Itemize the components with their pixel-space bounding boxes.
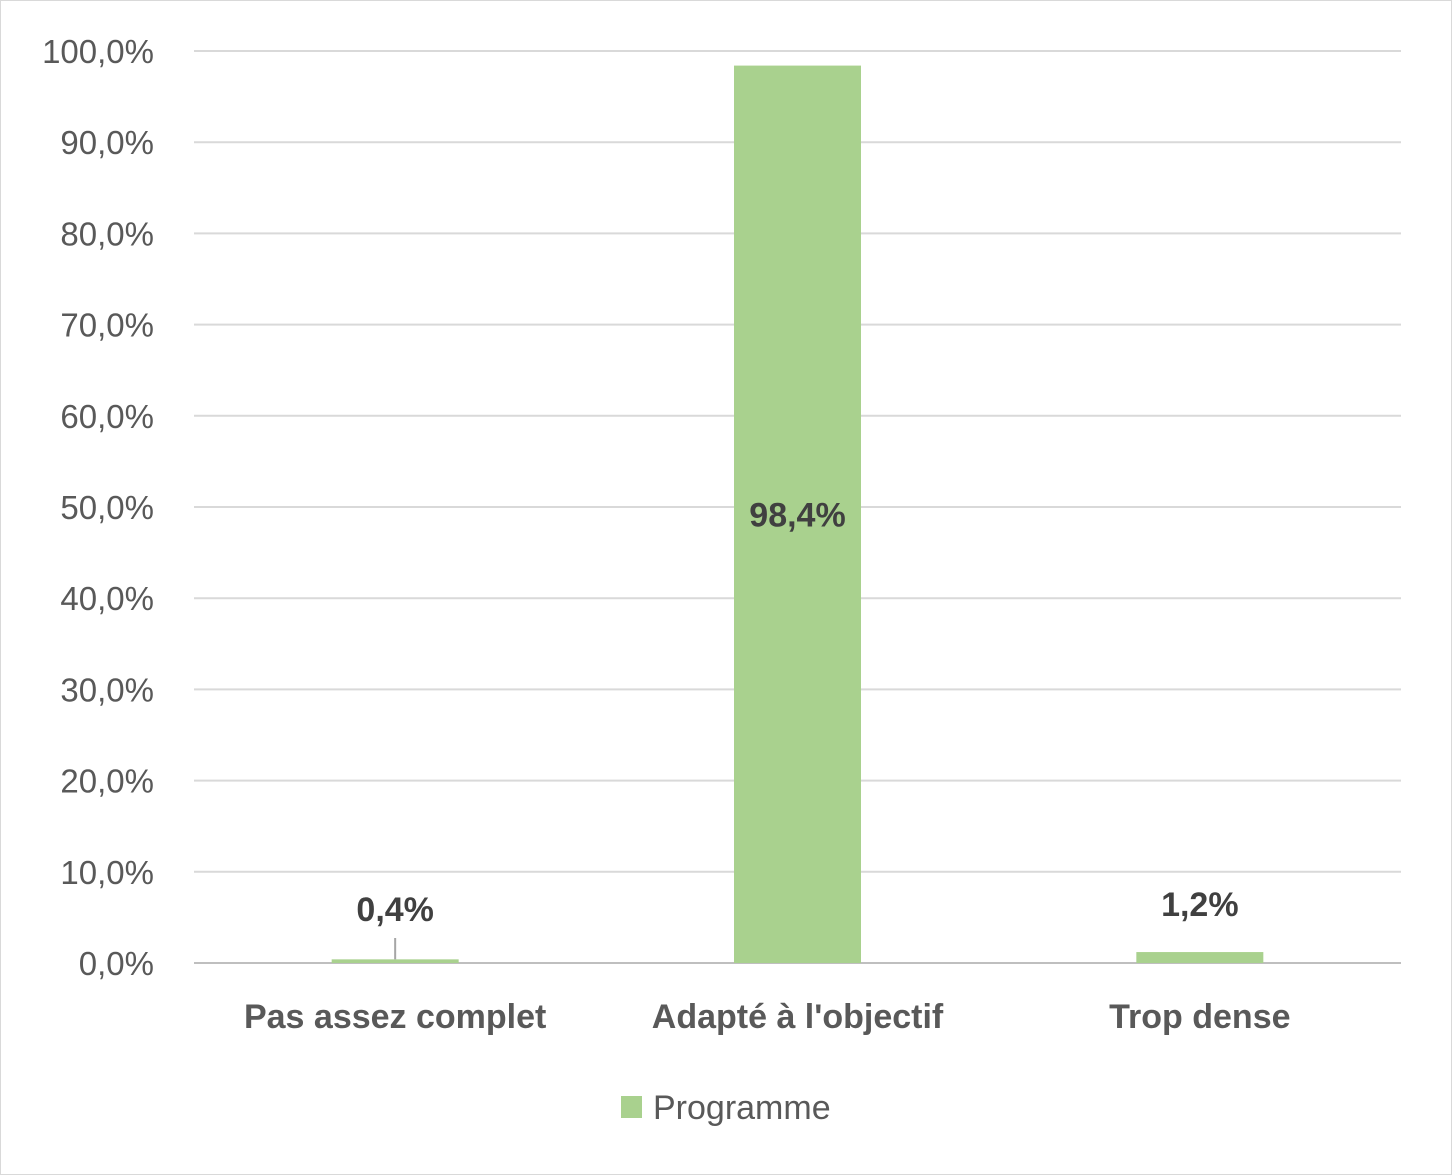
- y-tick-label: 60,0%: [60, 398, 154, 435]
- y-tick-label: 80,0%: [60, 215, 154, 252]
- y-tick-label: 10,0%: [60, 854, 154, 891]
- y-tick-label: 90,0%: [60, 124, 154, 161]
- y-tick-label: 100,0%: [42, 33, 154, 70]
- bar: [1136, 952, 1264, 963]
- y-tick-label: 50,0%: [60, 489, 154, 526]
- x-axis-labels: Pas assez complet Adapté à l'objectif Trop…: [244, 998, 1291, 1036]
- y-tick-label: 40,0%: [60, 580, 154, 617]
- bar: [734, 65, 861, 964]
- bar: [331, 959, 459, 963]
- legend-swatch: [621, 1096, 642, 1118]
- y-tick-label: 0,0%: [79, 945, 154, 982]
- x-category-label: Trop dense: [1109, 998, 1290, 1036]
- y-tick-label: 70,0%: [60, 307, 154, 344]
- x-category-label: Adapté à l'objectif: [652, 998, 944, 1036]
- data-label: 0,4%: [356, 891, 434, 929]
- legend: Programme: [621, 1089, 831, 1127]
- x-category-label: Pas assez complet: [244, 998, 546, 1036]
- bars: [331, 65, 1264, 964]
- data-label: 1,2%: [1161, 886, 1239, 924]
- data-label: 98,4%: [749, 496, 845, 534]
- legend-label: Programme: [653, 1089, 831, 1127]
- y-axis-ticks: 0,0% 10,0% 20,0% 30,0% 40,0% 50,0% 60,0% 70,0% 8…: [42, 33, 154, 982]
- y-tick-label: 30,0%: [60, 671, 154, 708]
- data-labels: 0,4% 98,4% 1,2%: [356, 496, 1238, 929]
- y-tick-label: 20,0%: [60, 763, 154, 800]
